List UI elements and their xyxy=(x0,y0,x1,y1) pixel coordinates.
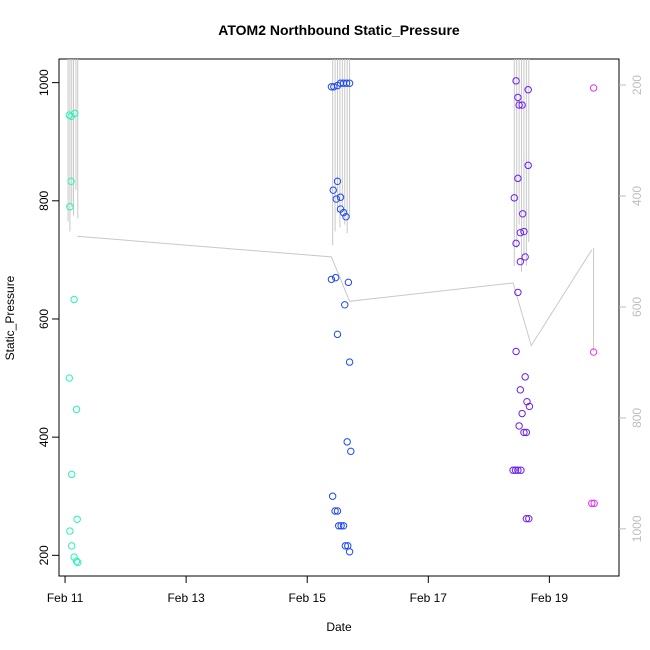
data-point-s2-26 xyxy=(514,466,522,474)
data-point-s1-9 xyxy=(332,195,340,203)
data-point-s1-1 xyxy=(330,83,338,91)
data-point-s0-9 xyxy=(66,527,74,535)
y-tick-label-4: 1000 xyxy=(37,69,51,96)
y-axis-right: 200 400 600 800 1000 xyxy=(619,75,644,542)
y-tick-label-2: 600 xyxy=(37,309,51,329)
data-point-s0-11 xyxy=(70,553,78,561)
data-point-s1-22 xyxy=(328,492,337,500)
data-point-s2-16 xyxy=(521,373,529,381)
data-point-s0-6 xyxy=(65,374,73,382)
data-point-s0-3 xyxy=(67,177,75,186)
y2-tick-label-3: 800 xyxy=(630,408,644,428)
data-point-s2-12 xyxy=(521,253,529,261)
data-point-s1-13 xyxy=(342,213,350,221)
data-point-s2-3 xyxy=(515,101,523,109)
data-point-s0-12 xyxy=(73,515,81,523)
data-point-s3-1 xyxy=(589,348,598,356)
data-point-s2-29 xyxy=(525,514,533,523)
data-point-s0-2 xyxy=(71,109,79,118)
data-point-s2-14 xyxy=(514,288,522,297)
data-point-s1-7 xyxy=(333,177,342,186)
data-point-s2-21 xyxy=(515,422,523,430)
data-point-s2-6 xyxy=(514,174,522,183)
y-axis-left: 200 400 600 800 1000 xyxy=(37,69,59,565)
plot-frame xyxy=(58,58,620,577)
data-point-s0-4 xyxy=(66,203,74,211)
data-point-s1-12 xyxy=(339,208,348,217)
profile-line xyxy=(77,235,593,347)
data-point-s2-22 xyxy=(520,428,528,437)
data-point-s2-11 xyxy=(512,239,520,248)
x-tick-label-3: Feb 17 xyxy=(410,591,448,605)
data-point-s1-28 xyxy=(341,542,350,550)
data-point-s1-16 xyxy=(344,278,353,287)
data-point-s2-10 xyxy=(520,227,528,236)
data-point-s2-13 xyxy=(516,257,525,266)
data-point-s1-10 xyxy=(336,193,345,201)
pressure-spikes xyxy=(67,59,595,352)
data-point-s1-30 xyxy=(345,548,354,556)
data-point-s0-5 xyxy=(70,295,78,304)
data-point-s2-25 xyxy=(511,466,520,474)
data-point-s2-15 xyxy=(512,347,520,356)
data-point-s1-8 xyxy=(329,186,337,194)
data-point-s2-1 xyxy=(524,86,532,94)
y2-tick-label-0: 200 xyxy=(630,75,644,95)
data-point-s0-14 xyxy=(74,558,82,567)
data-point-s2-28 xyxy=(522,514,531,523)
data-point-s0-7 xyxy=(72,405,81,414)
x-tick-label-0: Feb 11 xyxy=(47,591,84,605)
y-axis-label: Static_Pressure xyxy=(3,275,17,360)
data-point-s1-18 xyxy=(333,330,342,339)
data-point-s2-7 xyxy=(510,194,518,202)
y-tick-label-3: 800 xyxy=(37,190,51,210)
data-point-s2-4 xyxy=(518,101,526,109)
data-point-s2-0 xyxy=(512,77,520,85)
data-point-s3-2 xyxy=(588,499,596,508)
data-point-s2-5 xyxy=(524,161,532,170)
y-tick-label-0: 200 xyxy=(37,545,51,565)
data-point-s3-3 xyxy=(590,499,598,508)
data-point-s1-20 xyxy=(343,438,351,446)
data-point-s2-20 xyxy=(518,409,526,418)
data-point-s0-13 xyxy=(72,557,81,565)
data-point-s1-14 xyxy=(327,275,336,284)
data-point-s1-25 xyxy=(334,522,343,530)
data-point-s0-8 xyxy=(68,470,76,479)
data-point-s2-27 xyxy=(517,466,525,474)
x-tick-label-4: Feb 19 xyxy=(531,591,569,605)
data-point-s1-23 xyxy=(331,507,339,515)
data-point-s1-24 xyxy=(333,507,342,515)
y2-tick-label-2: 600 xyxy=(630,297,644,317)
data-point-s2-8 xyxy=(519,210,527,218)
data-point-s1-27 xyxy=(339,522,348,530)
x-tick-label-1: Feb 13 xyxy=(167,591,205,605)
y-tick-label-1: 400 xyxy=(37,427,51,447)
data-point-s2-23 xyxy=(522,428,531,437)
data-point-s0-10 xyxy=(68,542,76,550)
data-point-s1-6 xyxy=(345,79,354,87)
data-point-s2-17 xyxy=(516,386,525,394)
data-point-s2-19 xyxy=(525,402,534,411)
data-point-s3-0 xyxy=(589,84,598,92)
x-tick-label-2: Feb 15 xyxy=(289,591,327,605)
x-axis-label: Date xyxy=(326,620,352,634)
x-axis: Feb 11 Feb 13 Feb 15 Feb 17 Feb 19 xyxy=(47,576,569,605)
data-point-s1-5 xyxy=(342,79,351,87)
data-point-s1-21 xyxy=(347,447,355,456)
data-point-s1-15 xyxy=(331,273,340,282)
data-points xyxy=(65,77,598,567)
chart-title: ATOM2 Northbound Static_Pressure xyxy=(218,22,460,38)
data-point-s1-19 xyxy=(345,358,354,366)
y2-tick-label-4: 1000 xyxy=(630,515,644,542)
data-point-s2-9 xyxy=(516,229,525,237)
data-point-s1-17 xyxy=(341,301,349,309)
data-point-s2-2 xyxy=(514,93,522,102)
data-point-s1-26 xyxy=(337,522,345,530)
data-point-s2-24 xyxy=(509,466,517,474)
y2-tick-label-1: 400 xyxy=(630,186,644,206)
